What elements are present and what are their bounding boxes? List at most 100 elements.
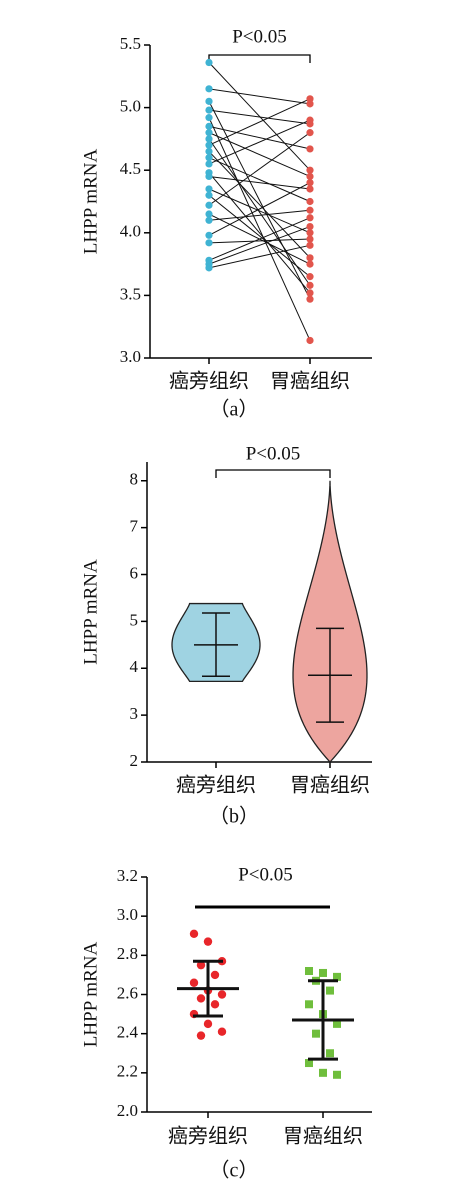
data-point: [306, 229, 314, 237]
data-point: [217, 990, 227, 999]
data-point: [306, 289, 314, 297]
y-tick-label: 3.2: [117, 866, 138, 885]
data-point: [306, 185, 314, 193]
data-point: [205, 58, 213, 67]
data-point: [205, 129, 213, 137]
data-point: [306, 95, 314, 103]
data-point: [306, 179, 314, 187]
y-tick-label: 2.6: [117, 983, 138, 1002]
pair-line: [208, 138, 311, 286]
data-point: [326, 986, 334, 995]
y-axis-label: LHPP mRNA: [80, 559, 101, 665]
caption: （b）: [209, 805, 259, 828]
y-tick-label: 2.4: [117, 1023, 139, 1042]
data-point: [306, 235, 314, 243]
data-point: [305, 967, 313, 975]
data-point: [305, 1000, 313, 1009]
data-point: [205, 172, 213, 181]
pair-line: [208, 125, 311, 150]
y-tick-label: 4.0: [120, 222, 141, 241]
data-point: [210, 1000, 220, 1009]
y-tick-label: 3.5: [120, 284, 141, 303]
x-tick-label: 癌旁组织: [168, 1125, 248, 1148]
pair-line: [208, 117, 311, 341]
pair-line: [208, 209, 311, 221]
data-point: [306, 336, 314, 345]
data-point: [205, 154, 213, 162]
data-point: [326, 1049, 334, 1058]
pair-line: [208, 244, 311, 269]
pair-line: [208, 194, 311, 278]
y-tick-label: 3: [130, 704, 139, 723]
data-point: [196, 960, 206, 970]
pair-line: [208, 88, 311, 105]
data-point: [306, 100, 314, 108]
pair-line: [208, 175, 311, 190]
data-point: [205, 135, 213, 143]
significance-bracket: [215, 469, 331, 478]
data-point: [205, 216, 213, 224]
y-tick-label: 2: [130, 751, 139, 770]
data-point: [306, 172, 314, 181]
y-tick-label: 2.0: [117, 1101, 138, 1120]
pair-line: [208, 132, 311, 206]
data-point: [205, 97, 213, 105]
data-point: [306, 166, 314, 174]
data-point: [312, 1029, 320, 1038]
data-point: [333, 1019, 341, 1028]
y-tick-label: 7: [130, 517, 139, 536]
data-point: [306, 145, 314, 153]
x-tick-label: 癌旁组织: [169, 370, 249, 393]
pair-line: [208, 217, 311, 261]
chart: 2 3 4 5 6 7 8 癌旁组织 胃癌组织 LHPP mRNA （b） P<0.05: [80, 443, 372, 828]
data-point: [305, 1059, 313, 1068]
pair-line: [208, 101, 311, 300]
data-point: [306, 116, 314, 124]
data-point: [333, 1070, 341, 1079]
annotation: P<0.05: [238, 864, 293, 885]
data-point: [205, 141, 213, 149]
data-point: [217, 1027, 227, 1036]
data-point: [205, 114, 213, 122]
caption: （c）: [210, 1159, 259, 1182]
chart: 3.0 3.5 4.0 4.5 5.0 5.5 癌旁组织 胃癌组织 LHPP mRNA （a） P<…: [80, 26, 372, 421]
data-point: [205, 106, 213, 114]
data-point: [205, 185, 213, 193]
data-point: [333, 972, 341, 981]
data-point: [306, 129, 314, 137]
data-point: [205, 85, 213, 93]
pair-line: [208, 132, 311, 177]
pair-line: [208, 182, 311, 236]
data-point: [306, 214, 314, 222]
pair-line: [208, 62, 311, 171]
pair-line: [208, 238, 311, 244]
data-point: [203, 1019, 213, 1029]
y-tick-label: 4: [130, 657, 139, 676]
data-point: [205, 239, 213, 247]
data-point: [319, 1068, 327, 1077]
pair-line: [208, 98, 311, 146]
data-point: [205, 160, 213, 168]
annotation: P<0.05: [246, 443, 301, 464]
data-point: [205, 201, 213, 209]
y-axis-label: LHPP mRNA: [80, 942, 101, 1048]
data-point: [306, 197, 314, 206]
significance-bracket: [208, 54, 311, 63]
data-point: [306, 281, 314, 289]
y-tick-label: 5.5: [120, 34, 141, 53]
y-tick-label: 8: [130, 470, 139, 489]
data-point: [196, 1031, 206, 1040]
data-point: [306, 222, 314, 231]
violin: [292, 480, 368, 763]
data-point: [205, 191, 213, 199]
data-point: [205, 147, 213, 156]
x-tick-label: 癌旁组织: [176, 774, 256, 797]
data-point: [203, 937, 213, 946]
data-point: [306, 295, 314, 303]
data-point: [210, 970, 220, 980]
data-point: [306, 206, 314, 214]
pair-line: [208, 226, 311, 265]
data-point: [196, 994, 206, 1003]
pair-line: [208, 157, 311, 202]
